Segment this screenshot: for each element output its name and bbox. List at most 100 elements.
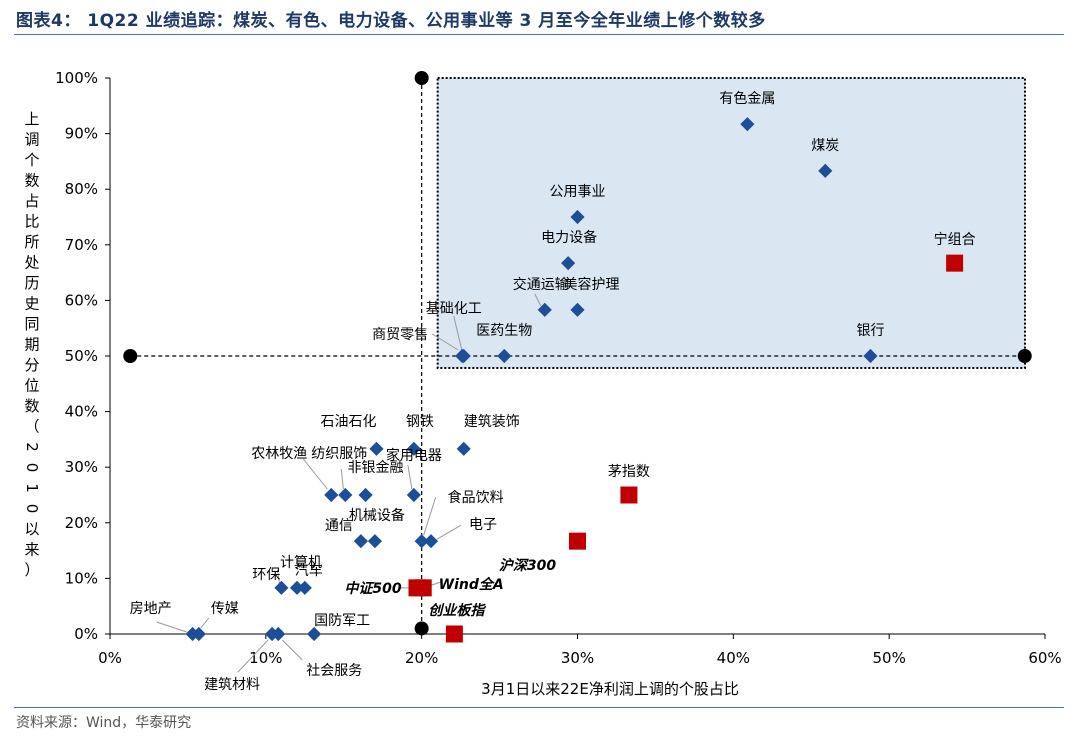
y-axis-label-char: 同 [24, 315, 39, 333]
highlight-region [436, 77, 1026, 369]
industry-label: 机械设备 [349, 507, 405, 524]
industry-label: 煤炭 [811, 138, 839, 154]
reference-point [414, 621, 429, 636]
industry-label: 汽车 [295, 562, 323, 579]
y-axis-label-char: 0 [23, 504, 41, 514]
y-tick-label: 60% [65, 291, 98, 309]
industry-point [414, 534, 429, 549]
industry-point [537, 302, 552, 317]
index-point [414, 579, 432, 597]
y-tick-label: 40% [65, 403, 98, 421]
leader-line [302, 458, 328, 490]
industry-point [307, 626, 322, 642]
figure-title: 图表4： 1Q22 业绩追踪：煤炭、有色、电力设备、公用事业等 3 月至今全年业… [16, 11, 766, 31]
industry-point [274, 580, 289, 595]
industry-label: 建筑装饰 [464, 414, 520, 430]
leader-line [453, 315, 463, 351]
y-tick-label: 20% [65, 514, 98, 532]
industry-point [456, 441, 471, 456]
industry-label: 国防军工 [314, 613, 370, 629]
industry-label: 纺织服饰 [311, 446, 367, 462]
index-label: 中证500 [344, 580, 401, 597]
y-axis-label-char: 占 [24, 192, 39, 210]
y-axis-label-char: 2 [23, 442, 41, 452]
industry-point [406, 487, 421, 503]
industry-point [570, 209, 585, 225]
index-label: 沪深300 [499, 557, 556, 574]
industry-label: 传媒 [211, 601, 239, 617]
y-axis-label-char: 以 [24, 520, 39, 538]
y-axis-label-char: 来 [24, 541, 39, 559]
industry-label: 通信 [325, 518, 353, 534]
y-tick-label: 10% [65, 569, 98, 587]
y-axis-label-char: 位 [24, 377, 39, 395]
y-tick-label: 70% [65, 236, 98, 254]
x-tick-label: 60% [1028, 649, 1061, 667]
industry-point [338, 487, 353, 503]
y-tick-label: 0% [74, 625, 98, 643]
industry-point [818, 163, 833, 178]
y-axis-label-char: 所 [24, 233, 39, 251]
industry-label: 农林牧渔 [251, 446, 307, 462]
y-axis-label-char: 史 [24, 295, 39, 313]
industry-point [406, 441, 421, 456]
industry-label: 有色金属 [719, 90, 775, 107]
index-label: Wind全A [439, 576, 504, 593]
industry-label: 房地产 [130, 601, 172, 617]
index-label: 宁组合 [934, 231, 976, 248]
x-axis-label: 3月1日以来22E净利润上调的个股占比 [481, 680, 739, 698]
industry-point [570, 302, 585, 317]
y-axis-label-char: 数 [24, 172, 39, 190]
industry-point [324, 487, 339, 503]
index-label: 创业板指 [428, 602, 486, 619]
industry-label: 交通运输 [513, 276, 569, 293]
index-point [445, 625, 463, 643]
industry-point [297, 580, 312, 595]
industry-point [455, 348, 470, 364]
industry-label: 电力设备 [541, 229, 597, 246]
y-axis-label-char: 比 [24, 213, 39, 231]
y-tick-label: 50% [65, 347, 98, 365]
y-tick-label: 30% [65, 458, 98, 476]
leader-line [340, 468, 344, 490]
leader-line [200, 617, 210, 629]
industry-label: 家用电器 [386, 447, 442, 464]
y-tick-label: 90% [65, 125, 98, 143]
y-axis-label-char: 数 [24, 397, 39, 415]
y-axis-label-char: 上 [24, 110, 39, 128]
industry-label: 非银金融 [348, 460, 404, 476]
industry-point [423, 534, 439, 549]
x-tick-label: 30% [561, 649, 594, 667]
industry-point [740, 117, 755, 132]
leader-line [431, 333, 459, 351]
leader-line [534, 293, 542, 307]
leader-line [156, 621, 187, 633]
industry-label: 基础化工 [426, 300, 482, 317]
reference-point [1017, 349, 1032, 363]
industry-label: 商贸零售 [372, 327, 428, 343]
scatter-chart: 0% 10% 20% 30% 40% 50% 60% 70% 80% 90% 100% 0% 10% 2 0… [23, 69, 1062, 698]
industry-label: 医药生物 [476, 323, 532, 339]
industry-label: 石油石化 [320, 414, 376, 430]
leader-line [407, 464, 413, 490]
x-tick-label: 10% [249, 649, 282, 667]
x-tick-label: 0% [98, 649, 122, 667]
industry-point [191, 626, 206, 642]
industry-label: 社会服务 [306, 663, 362, 679]
y-axis-label-char: 期 [24, 336, 39, 354]
industry-point [271, 626, 286, 642]
industry-label: 公用事业 [550, 184, 606, 200]
industry-point [367, 534, 382, 549]
y-axis-label-char: 分 [24, 356, 39, 374]
y-tick-label: 80% [65, 180, 98, 198]
index-point [946, 254, 964, 272]
industry-label: 建筑材料 [204, 677, 260, 693]
industry-label: 钢铁 [406, 414, 434, 430]
y-tick-label: 100% [55, 69, 98, 87]
source-divider [14, 707, 1064, 708]
reference-point [123, 349, 138, 363]
y-axis-label-char: 0 [23, 463, 41, 473]
leader-line [436, 524, 462, 540]
leader-line [237, 639, 269, 673]
industry-point [289, 580, 305, 595]
